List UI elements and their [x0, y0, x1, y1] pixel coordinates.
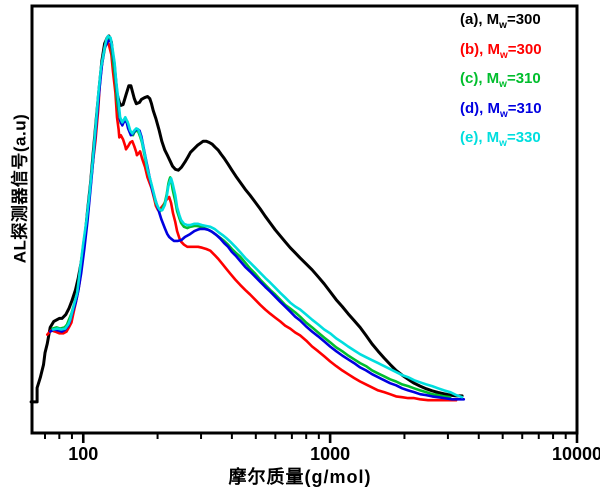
- x-axis-tick-labels: 100 1000 10000: [68, 444, 600, 464]
- legend-item-value: =310: [507, 99, 542, 117]
- legend-item-subscript: w: [499, 138, 507, 149]
- x-tick-label-1000: 1000: [310, 444, 350, 464]
- legend-item-value: =330: [506, 129, 541, 146]
- curve-b: [45, 40, 458, 402]
- legend-item-value: =300: [507, 40, 542, 58]
- legend-item-c: (c), Mw=310: [460, 68, 578, 93]
- curve-e: [51, 34, 464, 399]
- legend-item-prefix: (a), M: [460, 11, 500, 28]
- legend-item-d: (d), Mw=310: [460, 98, 578, 123]
- legend-item-subscript: w: [499, 49, 508, 61]
- legend-item-e: (e), Mw=330: [460, 127, 578, 152]
- legend-item-prefix: (d), M: [460, 99, 500, 117]
- legend-item-b: (b), Mw=300: [460, 39, 578, 64]
- curve-c: [51, 37, 452, 399]
- legend: (a), Mw=300 (b), Mw=300 (c), Mw=310 (d), Mw…: [460, 9, 578, 152]
- legend-item-prefix: (e), M: [460, 129, 500, 146]
- x-axis-label: 摩尔质量(g/mol): [228, 467, 372, 487]
- y-axis-label: AL探测器信号(a.u): [10, 113, 30, 264]
- legend-item-subscript: w: [499, 108, 508, 120]
- curves-group: [29, 34, 466, 404]
- x-tick-label-100: 100: [68, 444, 98, 464]
- legend-item-value: =300: [506, 11, 541, 28]
- legend-item-a: (a), Mw=300: [460, 9, 578, 34]
- legend-item-subscript: w: [499, 20, 507, 31]
- legend-item-prefix: (c), M: [460, 70, 500, 87]
- legend-item-value: =310: [506, 70, 541, 87]
- x-tick-label-10000: 10000: [552, 444, 600, 464]
- curve-d: [48, 39, 466, 401]
- legend-item-prefix: (b), M: [460, 40, 500, 58]
- plot-frame: [30, 4, 579, 435]
- curve-a: [29, 34, 464, 404]
- legend-item-subscript: w: [499, 79, 507, 90]
